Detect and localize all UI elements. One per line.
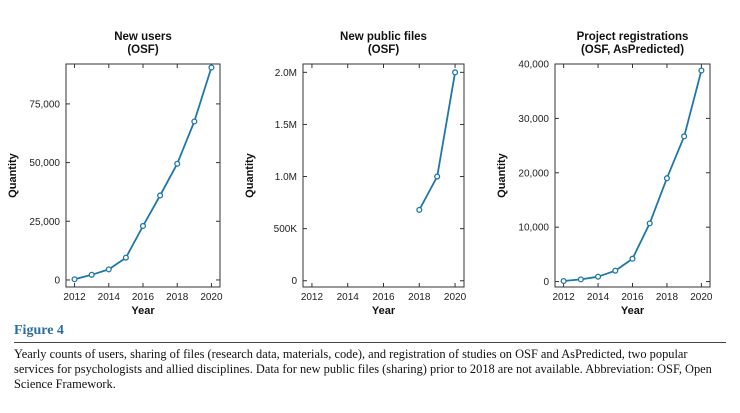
figure-label: Figure 4 bbox=[14, 323, 64, 338]
chart-2-xtick-label: 2020 bbox=[444, 292, 467, 303]
chart-3-data-point bbox=[577, 276, 584, 283]
chart-2-ylabel: Quantity bbox=[244, 152, 256, 197]
chart-3-xlabel: Year bbox=[621, 305, 645, 317]
chart-3-data-point bbox=[663, 175, 670, 182]
chart-2-ytick-label: 500K bbox=[274, 224, 298, 235]
chart-1-xtick-label: 2018 bbox=[166, 292, 189, 303]
chart-3-ytick-label: 20,000 bbox=[518, 168, 549, 179]
chart-2-data-point bbox=[434, 173, 441, 180]
chart-2-ytick-label: 0 bbox=[291, 276, 297, 287]
chart-2-title-line-1: New public files bbox=[340, 31, 427, 43]
chart-3-xtick-label: 2012 bbox=[552, 292, 575, 303]
chart-2-xlabel: Year bbox=[372, 305, 396, 317]
chart-3-xtick-label: 2014 bbox=[587, 292, 610, 303]
chart-3-data-point bbox=[612, 267, 619, 274]
chart-3-ylabel: Quantity bbox=[496, 152, 508, 197]
chart-1-panel: New users(OSF) 0 25,000 50,000 75,000 2012 201… bbox=[7, 31, 223, 317]
figure-caption: Yearly counts of users, sharing of files… bbox=[14, 347, 712, 391]
chart-2-ytick-label: 1.5M bbox=[275, 120, 297, 131]
chart-1-title-line-1: New users bbox=[114, 31, 172, 43]
chart-1-data-point bbox=[157, 192, 164, 199]
chart-2-title-line-2: (OSF) bbox=[368, 44, 399, 56]
caption-area: Figure 4 Yearly counts of users, sharing… bbox=[14, 323, 726, 392]
chart-1-frame bbox=[65, 63, 221, 288]
chart-1-ytick-label: 75,000 bbox=[29, 99, 60, 110]
chart-1-data-point bbox=[139, 222, 147, 230]
chart-3-panel: Project registrations(OSF, AsPredicted) 0… bbox=[496, 31, 713, 317]
chart-3-data-point bbox=[646, 220, 653, 227]
caption-divider bbox=[14, 342, 726, 343]
chart-1-xtick-label: 2016 bbox=[132, 292, 155, 303]
chart-2-xtick-label: 2012 bbox=[301, 292, 324, 303]
chart-3-data-point bbox=[595, 273, 602, 280]
chart-1-data-point bbox=[174, 160, 181, 167]
chart-3-series-line bbox=[563, 70, 703, 282]
chart-1-title-line-2: (OSF) bbox=[127, 44, 158, 56]
chart-3-data-point bbox=[560, 277, 567, 285]
chart-3-xtick-label: 2018 bbox=[656, 292, 679, 303]
chart-1-data-point bbox=[71, 276, 78, 283]
chart-2-data-point bbox=[416, 206, 423, 213]
chart-1-xtick-label: 2014 bbox=[98, 292, 121, 303]
chart-3-title-line-2: (OSF, AsPredicted) bbox=[581, 44, 684, 56]
chart-3-ytick-label: 10,000 bbox=[518, 223, 549, 234]
chart-2-ytick-label: 2.0M bbox=[275, 68, 297, 79]
chart-1-ylabel: Quantity bbox=[7, 152, 19, 197]
chart-1-data-point bbox=[208, 64, 215, 71]
chart-3-frame bbox=[554, 63, 711, 288]
chart-1-series-line bbox=[74, 67, 213, 281]
chart-3-ytick-label: 0 bbox=[543, 277, 549, 288]
chart-2-series-line bbox=[418, 72, 456, 211]
chart-3-ytick-label: 40,000 bbox=[518, 60, 549, 71]
chart-1-data-point bbox=[105, 266, 112, 273]
chart-1-data-point bbox=[88, 271, 95, 278]
chart-3-data-point bbox=[681, 133, 688, 140]
chart-2-xtick-label: 2016 bbox=[372, 292, 395, 303]
chart-2-data-point bbox=[452, 69, 459, 76]
chart-3-ytick-label: 30,000 bbox=[518, 114, 549, 125]
chart-1-xtick-label: 2020 bbox=[200, 292, 223, 303]
chart-1-data-point bbox=[191, 118, 198, 125]
chart-2-ytick-label: 1.0M bbox=[275, 172, 297, 183]
chart-1-ytick-label: 25,000 bbox=[29, 217, 60, 228]
chart-2-xtick-label: 2018 bbox=[408, 292, 431, 303]
chart-3-data-point bbox=[629, 255, 636, 262]
chart-2-panel: New public files(OSF) 0 500K 1.0M 1.5M 2.0M 20… bbox=[244, 31, 467, 317]
chart-1-ytick-label: 50,000 bbox=[29, 158, 60, 169]
chart-3-data-point bbox=[698, 67, 705, 74]
chart-3-xtick-label: 2016 bbox=[621, 292, 644, 303]
chart-3-xtick-label: 2020 bbox=[690, 292, 713, 303]
chart-1-data-point bbox=[122, 254, 129, 261]
chart-1-xtick-label: 2012 bbox=[63, 292, 86, 303]
chart-3-title-line-1: Project registrations bbox=[577, 31, 689, 43]
chart-2-xtick-label: 2014 bbox=[337, 292, 360, 303]
chart-1-xlabel: Year bbox=[131, 305, 155, 317]
chart-1-ytick-label: 0 bbox=[54, 275, 60, 286]
